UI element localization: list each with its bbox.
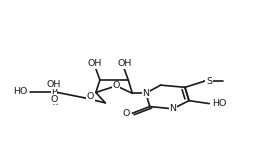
Text: HO: HO — [212, 99, 226, 108]
Text: N: N — [169, 104, 176, 113]
Text: O: O — [122, 109, 130, 118]
Text: OH: OH — [47, 80, 61, 89]
Text: N: N — [142, 89, 149, 98]
Text: HO: HO — [13, 87, 27, 96]
Text: O: O — [87, 92, 94, 101]
Text: O: O — [112, 81, 120, 90]
Text: P: P — [51, 87, 57, 96]
Text: OH: OH — [117, 59, 131, 68]
Text: S: S — [206, 77, 212, 86]
Text: OH: OH — [87, 59, 102, 68]
Text: O: O — [50, 95, 58, 104]
